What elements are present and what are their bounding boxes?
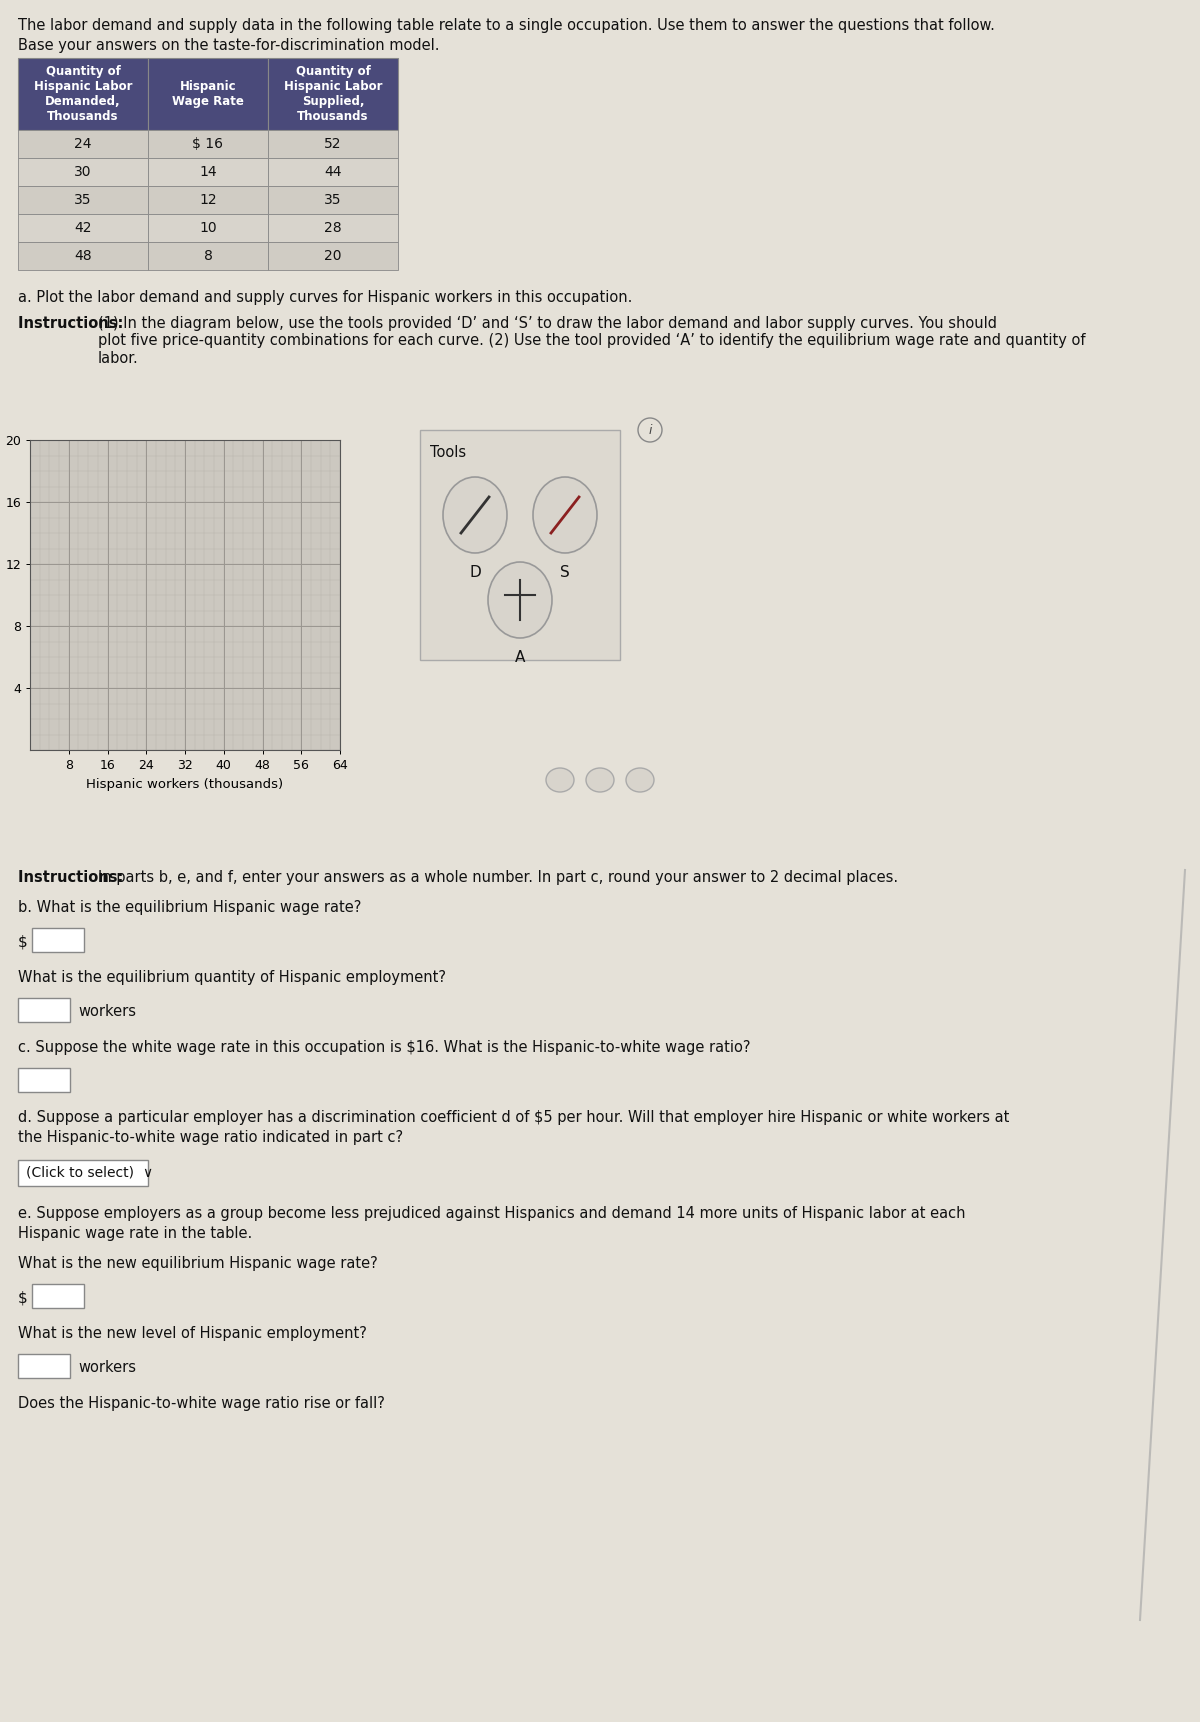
Text: In parts b, e, and f, enter your answers as a whole number. In part c, round you: In parts b, e, and f, enter your answers… bbox=[98, 870, 898, 885]
Bar bbox=[148, 59, 268, 129]
Ellipse shape bbox=[546, 768, 574, 792]
Bar bbox=[268, 129, 398, 158]
Bar bbox=[148, 243, 268, 270]
Text: c. Suppose the white wage rate in this occupation is $16. What is the Hispanic-t: c. Suppose the white wage rate in this o… bbox=[18, 1040, 750, 1056]
Text: 42: 42 bbox=[74, 220, 91, 234]
Text: (1) In the diagram below, use the tools provided ‘D’ and ‘S’ to draw the labor d: (1) In the diagram below, use the tools … bbox=[98, 317, 1086, 365]
Text: $: $ bbox=[18, 935, 28, 949]
Text: $: $ bbox=[18, 1290, 28, 1305]
Text: What is the new equilibrium Hispanic wage rate?: What is the new equilibrium Hispanic wag… bbox=[18, 1255, 378, 1271]
Bar bbox=[32, 1285, 84, 1309]
Text: 30: 30 bbox=[74, 165, 91, 179]
Text: workers: workers bbox=[78, 1004, 136, 1019]
Text: e. Suppose employers as a group become less prejudiced against Hispanics and dem: e. Suppose employers as a group become l… bbox=[18, 1205, 966, 1221]
Text: i: i bbox=[648, 425, 652, 437]
Bar bbox=[18, 1068, 70, 1092]
Bar bbox=[18, 186, 148, 214]
Text: D: D bbox=[469, 565, 481, 580]
Text: 14: 14 bbox=[199, 165, 217, 179]
Bar bbox=[18, 243, 148, 270]
Bar bbox=[268, 186, 398, 214]
Text: 8: 8 bbox=[204, 250, 212, 263]
Bar bbox=[268, 243, 398, 270]
Text: 28: 28 bbox=[324, 220, 342, 234]
Text: What is the equilibrium quantity of Hispanic employment?: What is the equilibrium quantity of Hisp… bbox=[18, 969, 446, 985]
Text: 52: 52 bbox=[324, 138, 342, 152]
Text: Instructions:: Instructions: bbox=[18, 317, 128, 331]
Text: Hispanic
Wage Rate: Hispanic Wage Rate bbox=[172, 79, 244, 108]
Bar bbox=[18, 1353, 70, 1378]
Bar bbox=[18, 1161, 148, 1186]
Ellipse shape bbox=[488, 561, 552, 637]
Text: a. Plot the labor demand and supply curves for Hispanic workers in this occupati: a. Plot the labor demand and supply curv… bbox=[18, 289, 632, 305]
Bar bbox=[268, 59, 398, 129]
Text: Tools: Tools bbox=[430, 444, 466, 460]
Bar bbox=[148, 214, 268, 243]
Text: 35: 35 bbox=[324, 193, 342, 207]
Text: Quantity of
Hispanic Labor
Supplied,
Thousands: Quantity of Hispanic Labor Supplied, Tho… bbox=[283, 65, 383, 122]
Text: 44: 44 bbox=[324, 165, 342, 179]
Ellipse shape bbox=[626, 768, 654, 792]
Text: (Click to select): (Click to select) bbox=[26, 1166, 134, 1180]
Text: Base your answers on the taste-for-discrimination model.: Base your answers on the taste-for-discr… bbox=[18, 38, 439, 53]
Text: 24: 24 bbox=[74, 138, 91, 152]
Ellipse shape bbox=[443, 477, 508, 553]
Bar bbox=[268, 158, 398, 186]
Text: 35: 35 bbox=[74, 193, 91, 207]
Text: the Hispanic-to-white wage ratio indicated in part c?: the Hispanic-to-white wage ratio indicat… bbox=[18, 1130, 403, 1145]
Ellipse shape bbox=[533, 477, 598, 553]
Text: $ 16: $ 16 bbox=[192, 138, 223, 152]
Text: workers: workers bbox=[78, 1360, 136, 1376]
Bar bbox=[268, 214, 398, 243]
Text: b. What is the equilibrium Hispanic wage rate?: b. What is the equilibrium Hispanic wage… bbox=[18, 901, 361, 914]
Bar bbox=[18, 59, 148, 129]
Bar bbox=[148, 158, 268, 186]
X-axis label: Hispanic workers (thousands): Hispanic workers (thousands) bbox=[86, 778, 283, 790]
Text: S: S bbox=[560, 565, 570, 580]
Text: 12: 12 bbox=[199, 193, 217, 207]
Bar bbox=[18, 129, 148, 158]
Bar bbox=[18, 158, 148, 186]
Text: Quantity of
Hispanic Labor
Demanded,
Thousands: Quantity of Hispanic Labor Demanded, Tho… bbox=[34, 65, 132, 122]
Text: d. Suppose a particular employer has a discrimination coefficient d of $5 per ho: d. Suppose a particular employer has a d… bbox=[18, 1111, 1009, 1124]
Text: What is the new level of Hispanic employment?: What is the new level of Hispanic employ… bbox=[18, 1326, 367, 1341]
Text: Instructions:: Instructions: bbox=[18, 870, 128, 885]
Text: ∨: ∨ bbox=[142, 1166, 152, 1180]
Bar bbox=[18, 214, 148, 243]
Text: 20: 20 bbox=[324, 250, 342, 263]
Ellipse shape bbox=[586, 768, 614, 792]
Text: 48: 48 bbox=[74, 250, 92, 263]
Text: Does the Hispanic-to-white wage ratio rise or fall?: Does the Hispanic-to-white wage ratio ri… bbox=[18, 1397, 385, 1410]
Bar bbox=[148, 129, 268, 158]
Bar bbox=[18, 999, 70, 1021]
Text: The labor demand and supply data in the following table relate to a single occup: The labor demand and supply data in the … bbox=[18, 17, 995, 33]
Bar bbox=[420, 430, 620, 660]
Text: Hispanic wage rate in the table.: Hispanic wage rate in the table. bbox=[18, 1226, 252, 1242]
Bar bbox=[32, 928, 84, 952]
Ellipse shape bbox=[638, 418, 662, 443]
Text: A: A bbox=[515, 649, 526, 665]
Text: 10: 10 bbox=[199, 220, 217, 234]
Bar bbox=[148, 186, 268, 214]
